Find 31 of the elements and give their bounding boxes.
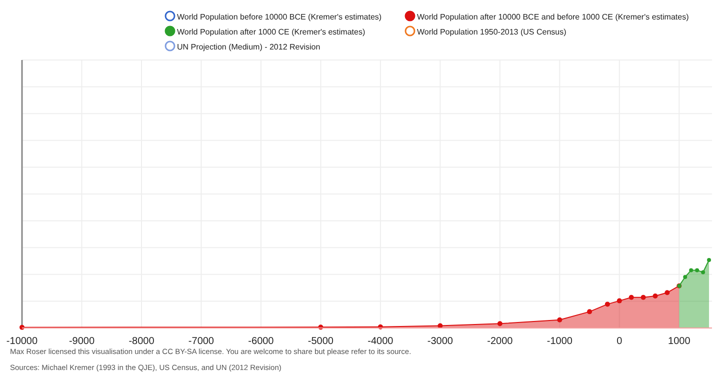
point	[689, 268, 694, 272]
point	[695, 268, 700, 272]
point	[652, 294, 658, 299]
point	[616, 298, 622, 304]
legend-label: UN Projection (Medium) - 2012 Revision	[177, 42, 320, 52]
x-tick-label: -6000	[248, 336, 274, 347]
point	[587, 309, 592, 314]
x-tick-label: -5000	[308, 336, 334, 347]
x-tick-label: -7000	[188, 336, 214, 347]
legend-label: World Population after 10000 BCE and before 1000 CE (Kremer's estimates)	[417, 12, 690, 22]
point	[707, 258, 712, 262]
x-tick-label: -9000	[68, 336, 95, 347]
point	[557, 317, 562, 322]
x-tick-label: -10000	[6, 336, 38, 347]
point	[640, 294, 646, 300]
legend-label: World Population after 1000 CE (Kremer's estimates)	[177, 28, 366, 36]
legend-label: World Population 1950-2013 (US Census)	[417, 28, 567, 36]
x-tick-label: 0	[616, 336, 623, 347]
point	[664, 290, 670, 296]
point	[497, 321, 502, 326]
point	[604, 302, 610, 307]
x-tick-label: -4000	[368, 336, 394, 347]
point	[628, 294, 634, 300]
point	[701, 270, 706, 274]
x-tick-label: -2000	[487, 336, 514, 347]
point	[683, 275, 688, 279]
x-tick-label: -3000	[427, 336, 454, 347]
legend-label: World Population before 10000 BCE (Kremer's estimates)	[177, 12, 382, 22]
x-tick-label: -8000	[128, 336, 155, 347]
x-tick-label: 1000	[668, 336, 691, 347]
x-tick-label: -1000	[546, 336, 573, 347]
